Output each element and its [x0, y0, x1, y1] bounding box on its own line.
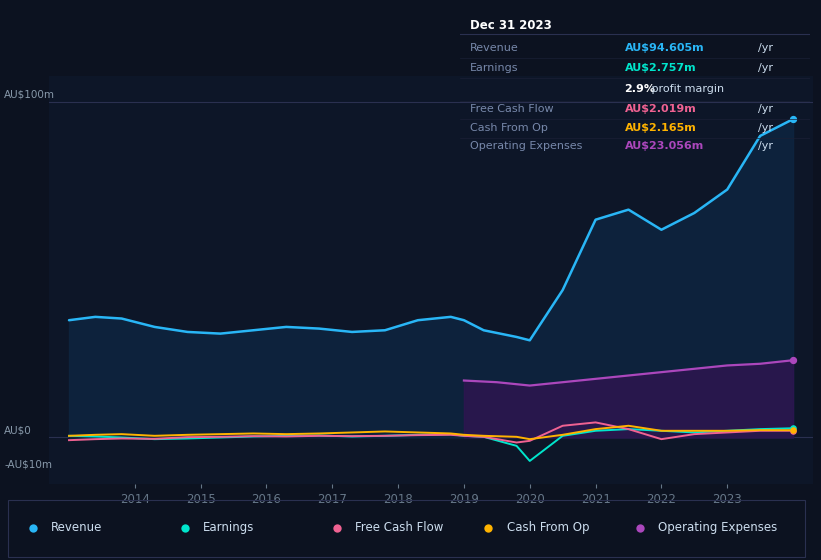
Text: profit margin: profit margin [649, 85, 724, 94]
Text: AU$0: AU$0 [4, 426, 32, 436]
Text: Cash From Op: Cash From Op [507, 521, 589, 534]
Text: AU$2.757m: AU$2.757m [625, 63, 696, 73]
Text: Free Cash Flow: Free Cash Flow [470, 104, 554, 114]
Text: AU$2.019m: AU$2.019m [625, 104, 696, 114]
Text: AU$2.165m: AU$2.165m [625, 123, 696, 133]
Point [787, 115, 800, 124]
Text: AU$23.056m: AU$23.056m [625, 141, 704, 151]
Text: Earnings: Earnings [203, 521, 255, 534]
Text: Revenue: Revenue [51, 521, 103, 534]
Text: Cash From Op: Cash From Op [470, 123, 548, 133]
Text: 2.9%: 2.9% [625, 85, 655, 94]
Bar [8, 500, 805, 557]
Point [787, 424, 800, 433]
Text: /yr: /yr [758, 123, 773, 133]
Text: Revenue: Revenue [470, 43, 519, 53]
Point [787, 426, 800, 435]
Point [787, 356, 800, 365]
Text: -AU$10m: -AU$10m [4, 459, 52, 469]
Text: Operating Expenses: Operating Expenses [470, 141, 583, 151]
Text: /yr: /yr [758, 63, 773, 73]
Text: AU$100m: AU$100m [4, 90, 55, 100]
Text: /yr: /yr [758, 43, 773, 53]
Text: Free Cash Flow: Free Cash Flow [355, 521, 443, 534]
Text: /yr: /yr [758, 104, 773, 114]
Point [787, 426, 800, 435]
Text: Earnings: Earnings [470, 63, 519, 73]
Text: Operating Expenses: Operating Expenses [658, 521, 777, 534]
Text: /yr: /yr [758, 141, 773, 151]
Text: Dec 31 2023: Dec 31 2023 [470, 18, 552, 31]
Text: AU$94.605m: AU$94.605m [625, 43, 704, 53]
